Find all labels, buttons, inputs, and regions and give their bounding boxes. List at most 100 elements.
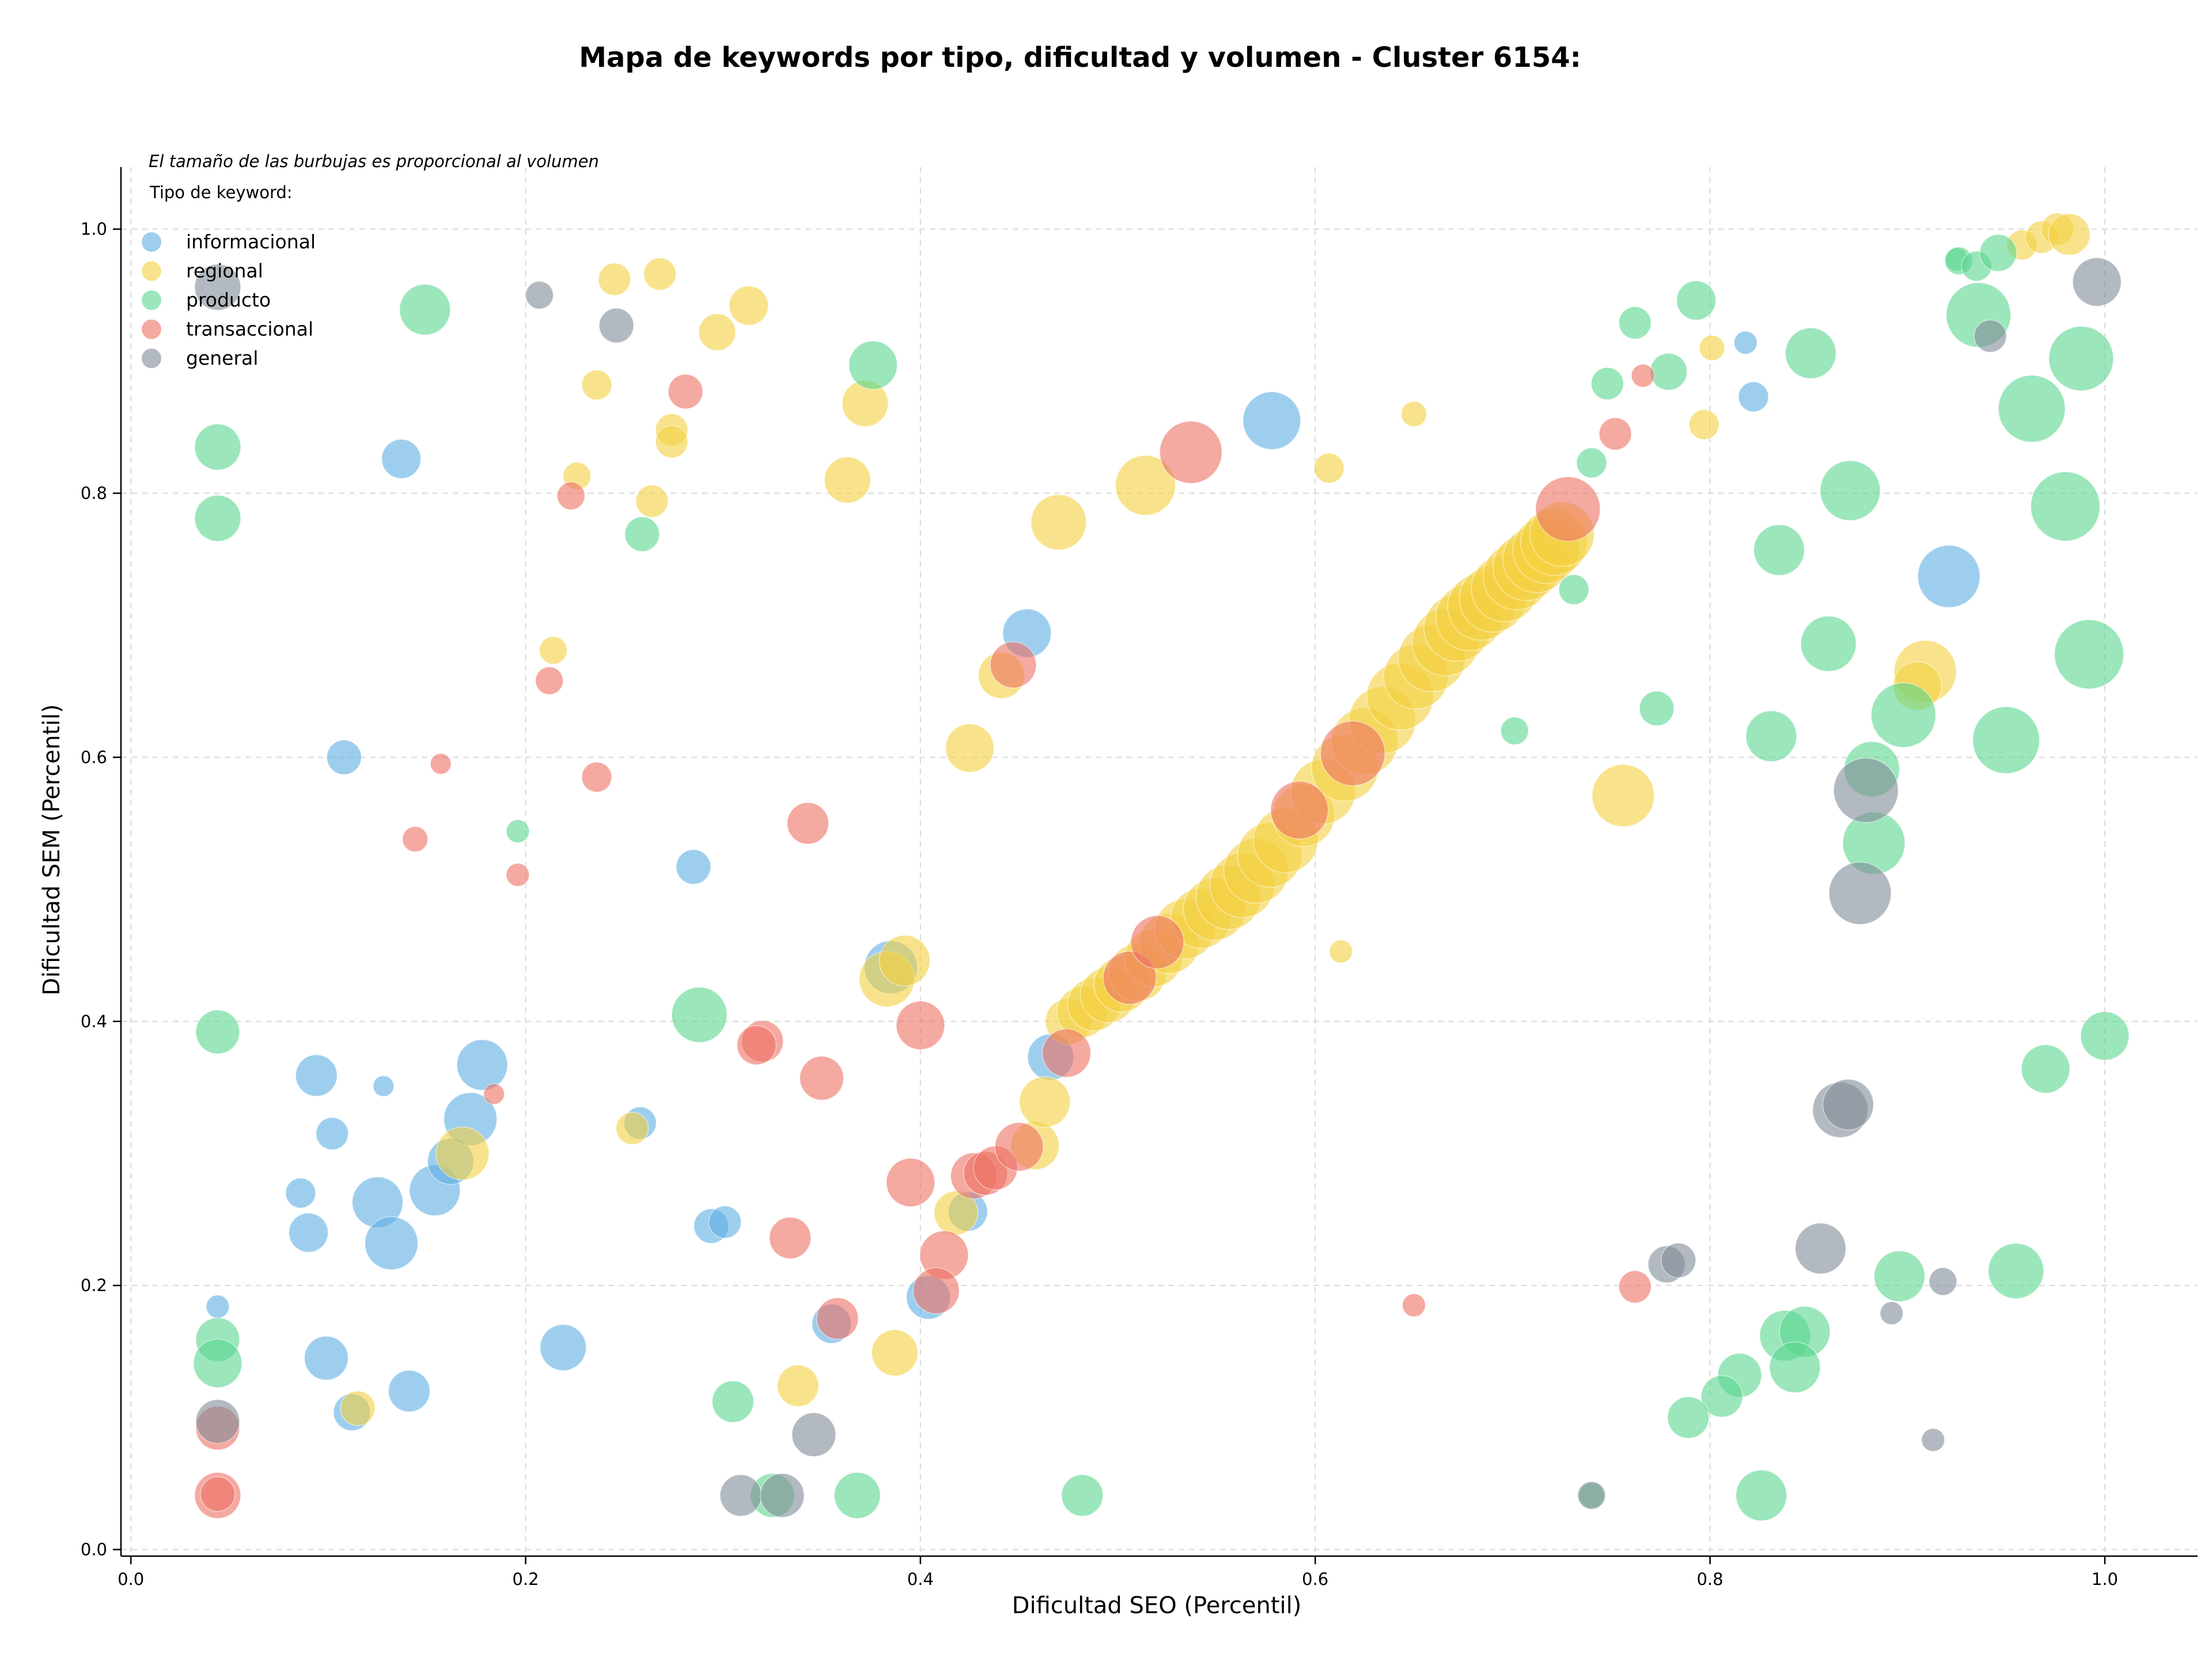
- bubble-producto: [1700, 1375, 1743, 1418]
- bubble-transaccional: [668, 373, 703, 410]
- bubble-transaccional: [556, 481, 586, 510]
- bubble-producto: [1870, 682, 1937, 748]
- bubble-producto: [624, 516, 660, 552]
- bubble-transaccional: [1320, 720, 1386, 786]
- bubble-transaccional: [912, 1267, 960, 1315]
- legend-items: informacional regional producto transaccion…: [142, 230, 316, 369]
- bubble-regional: [1313, 452, 1344, 484]
- bubble-regional: [597, 263, 631, 296]
- bubble-regional: [539, 636, 568, 665]
- bubble-regional: [945, 723, 995, 773]
- bubble-informacional: [285, 1177, 316, 1209]
- bubble-regional: [1018, 1076, 1071, 1128]
- bubble-informacional: [1243, 391, 1301, 450]
- bubble-producto: [2021, 1044, 2070, 1094]
- x-tick-label: 0.2: [512, 1569, 539, 1589]
- bubble-informacional: [206, 1295, 230, 1319]
- bubble-regional: [635, 485, 669, 518]
- bubble-regional: [871, 1329, 919, 1376]
- x-tick-label: 0.6: [1302, 1569, 1328, 1589]
- bubble-producto: [1820, 460, 1881, 521]
- bubble-informacional: [539, 1324, 587, 1371]
- bubble-regional: [643, 257, 677, 291]
- legend-marker: [142, 232, 161, 252]
- bubble-general: [719, 1474, 762, 1517]
- bubble-producto: [1649, 353, 1688, 391]
- bubble-producto: [1769, 1341, 1821, 1394]
- series-informacional: [206, 331, 1980, 1431]
- bubble-transaccional: [200, 1476, 236, 1512]
- bubble-informacional: [456, 1039, 508, 1091]
- bubble-regional: [698, 313, 736, 351]
- bubble-general: [194, 263, 241, 311]
- bubble-general: [791, 1412, 836, 1457]
- legend-item-informacional: informacional: [142, 230, 316, 253]
- legend-label: regional: [186, 260, 263, 282]
- y-tick-label: 0.2: [81, 1276, 107, 1295]
- bubble-producto: [1979, 234, 2017, 272]
- bubble-regional: [728, 285, 769, 326]
- bubble-producto: [195, 1009, 240, 1054]
- bubble-transaccional: [1599, 417, 1632, 451]
- bubble-producto: [1800, 615, 1857, 672]
- y-tick-label: 0.8: [81, 483, 107, 503]
- bubble-informacional: [326, 739, 362, 775]
- x-tick-label: 0.0: [118, 1569, 144, 1589]
- bubble-producto: [1998, 374, 2066, 443]
- bubble-general: [1577, 1481, 1606, 1510]
- bubble-producto: [1745, 710, 1797, 762]
- bubble-general: [1822, 1079, 1874, 1130]
- bubble-regional: [1115, 455, 1176, 516]
- legend-label: general: [186, 347, 258, 369]
- bubble-transaccional: [816, 1297, 859, 1340]
- bubble-general: [1921, 1428, 1945, 1452]
- bubble-transaccional: [581, 762, 612, 793]
- bubble-informacional: [1738, 381, 1769, 413]
- bubble-general: [1794, 1223, 1847, 1274]
- series-producto: [193, 234, 2130, 1522]
- bubble-producto: [711, 1380, 755, 1423]
- bubble-size-note: El tamaño de las burbujas es proporciona…: [149, 152, 599, 171]
- bubble-producto: [848, 340, 898, 390]
- bubble-informacional: [295, 1054, 338, 1097]
- bubble-producto: [834, 1471, 881, 1519]
- bubble-transaccional: [799, 1055, 844, 1101]
- bubble-transaccional: [1041, 1028, 1092, 1078]
- bubble-informacional: [1733, 331, 1758, 355]
- bubble-general: [1974, 319, 2007, 353]
- bubble-producto: [1972, 706, 2040, 774]
- bubble-regional: [615, 1111, 649, 1145]
- bubble-informacional: [1917, 544, 1980, 608]
- legend-marker: [142, 261, 161, 281]
- bubble-producto: [1061, 1474, 1104, 1517]
- bubble-general: [195, 1399, 240, 1444]
- legend-title: Tipo de keyword:: [149, 183, 293, 202]
- bubble-regional: [824, 456, 871, 504]
- bubble-transaccional: [430, 753, 452, 775]
- bubble-transaccional: [768, 1216, 812, 1259]
- legend-item-transaccional: transaccional: [142, 318, 313, 340]
- legend: Tipo de keyword: informacional regional pr…: [142, 183, 316, 369]
- bubble-informacional: [364, 1216, 419, 1270]
- legend-item-regional: regional: [142, 260, 263, 282]
- bubble-producto: [671, 986, 728, 1043]
- bubble-general: [1929, 1267, 1957, 1296]
- y-tick-label: 1.0: [81, 220, 107, 239]
- bubble-general: [1833, 757, 1899, 823]
- bubble-producto: [1667, 1396, 1710, 1439]
- bubble-transaccional: [1631, 364, 1655, 388]
- legend-label: transaccional: [186, 318, 313, 340]
- bubble-general: [760, 1473, 805, 1518]
- bubble-general: [599, 308, 634, 343]
- axes: [120, 167, 2198, 1557]
- series-transaccional: [194, 364, 1655, 1519]
- chart-title: Mapa de keywords por tipo, dificultad y …: [579, 41, 1581, 74]
- bubble-informacional: [288, 1212, 329, 1253]
- bubble-general: [525, 281, 554, 310]
- bubble-regional: [340, 1390, 376, 1427]
- series-general: [194, 257, 2122, 1518]
- bubble-transaccional: [994, 1122, 1044, 1172]
- y-tick-label: 0.0: [81, 1540, 107, 1560]
- legend-label: informacional: [186, 230, 316, 253]
